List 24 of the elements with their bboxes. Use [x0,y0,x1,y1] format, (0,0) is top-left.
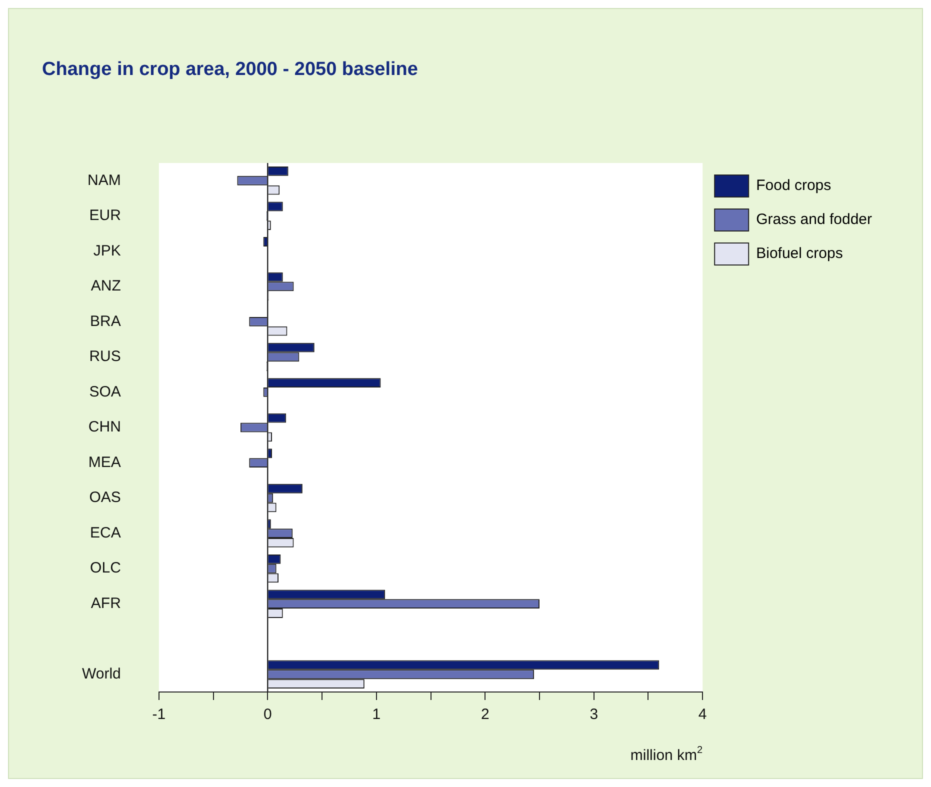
x-tick-label: 4 [698,706,707,724]
legend-label: Grass and fodder [756,211,872,228]
y-tick-label: World [82,666,121,683]
x-tick-label: 3 [590,706,598,724]
y-tick-label: OAS [89,489,121,506]
x-tick-label: -1 [152,706,166,724]
y-tick-label: MEA [88,454,121,471]
y-tick-label: ECA [90,524,121,542]
chart-title: Change in crop area, 2000 - 2050 baseline [42,59,418,81]
x-tick-label: 0 [263,706,272,724]
legend-label: Biofuel crops [756,245,843,262]
y-tick-label: JPK [93,242,121,260]
y-tick-label: ANZ [90,278,121,295]
x-tick-label: 1 [372,706,381,724]
legend-label: Food crops [756,177,832,194]
y-tick-label: OLC [90,560,122,577]
y-tick-label: RUS [89,348,121,366]
y-tick-label: EUR [89,207,122,224]
y-tick-label: SOA [89,383,121,400]
y-tick-label: AFR [90,594,122,612]
x-tick-label: 2 [480,706,490,724]
y-tick-label: BRA [90,312,121,330]
y-tick-label: NAM [88,172,121,189]
y-tick-label: CHN [88,418,121,436]
